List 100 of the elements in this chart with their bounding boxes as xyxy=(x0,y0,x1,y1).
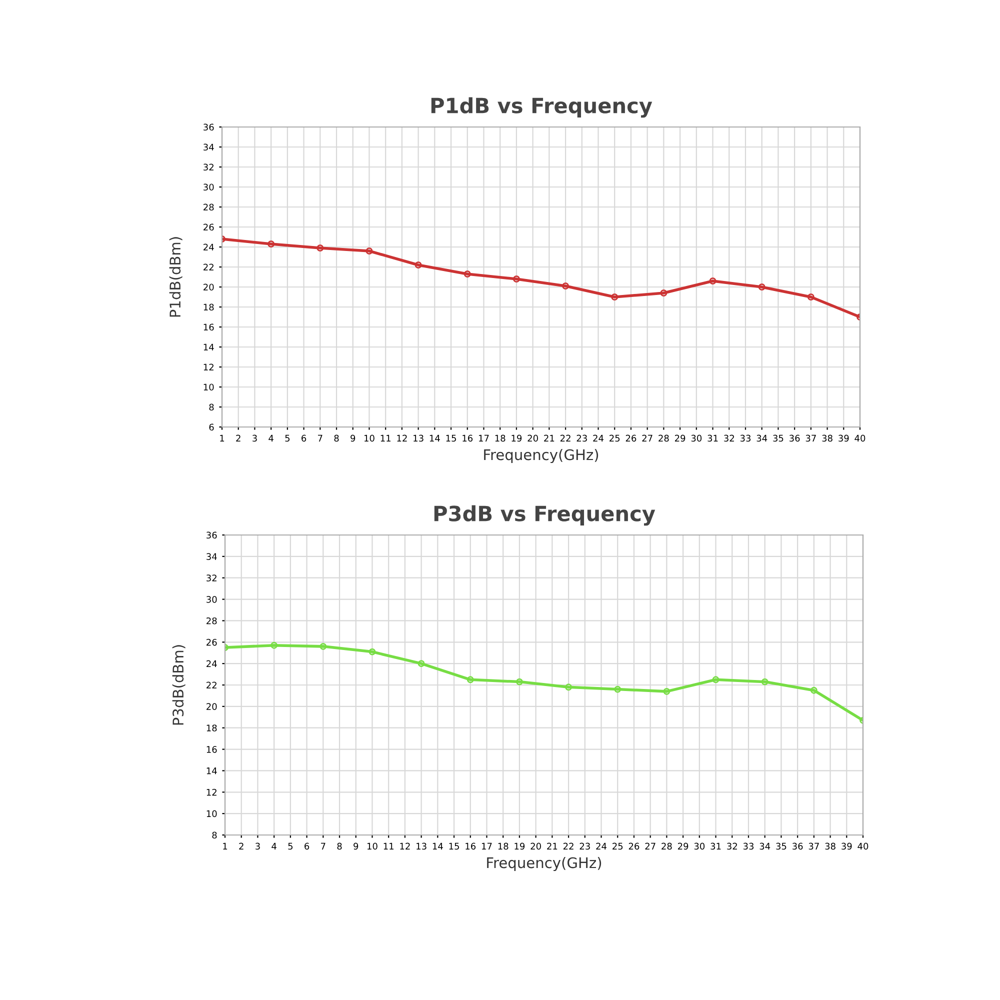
x-tick-label: 4 xyxy=(268,434,274,442)
y-tick-label: 10 xyxy=(206,810,217,818)
x-tick-label: 9 xyxy=(354,842,358,850)
x-tick-label: 23 xyxy=(580,842,590,850)
x-tick-label: 17 xyxy=(482,842,492,850)
y-tick-label: 10 xyxy=(204,384,214,391)
point xyxy=(565,684,572,691)
x-tick-label: 14 xyxy=(430,434,440,442)
x-tick-label: 24 xyxy=(596,842,606,850)
x-tick-label: 7 xyxy=(318,434,322,442)
x-tick-label: 18 xyxy=(498,842,508,850)
y-tick-label: 34 xyxy=(206,553,217,560)
line-series xyxy=(222,236,860,320)
point xyxy=(807,294,814,300)
point xyxy=(709,278,716,284)
point xyxy=(414,262,422,268)
x-tick-label: 22 xyxy=(563,842,574,850)
y-tick-label: 16 xyxy=(206,746,217,753)
x-tick-label: 10 xyxy=(364,434,374,442)
point xyxy=(614,686,622,693)
x-tick-label: 16 xyxy=(466,842,476,850)
x-tick-label: 1 xyxy=(220,434,224,442)
x-tick-label: 11 xyxy=(384,842,394,850)
x-tick-label: 29 xyxy=(674,434,686,442)
x-tick-label: 40 xyxy=(854,434,866,442)
x-tick-label: 12 xyxy=(400,842,410,850)
x-tick-label: 40 xyxy=(858,842,868,850)
y-tick-label: 24 xyxy=(206,660,217,667)
y-tick-label: 30 xyxy=(206,596,217,603)
point xyxy=(562,282,570,290)
y-tick-label: 36 xyxy=(204,124,214,131)
x-tick-label: 19 xyxy=(512,434,522,442)
x-tick-label: 13 xyxy=(416,842,426,850)
x-tick-label: 8 xyxy=(334,434,339,442)
x-tick-label: 4 xyxy=(272,842,276,850)
x-tick-label: 15 xyxy=(446,434,456,442)
x-tick-label: 29 xyxy=(678,842,688,850)
x-tick-label: 36 xyxy=(792,842,803,850)
x-tick-label: 38 xyxy=(822,434,832,442)
y-tick-label: 22 xyxy=(204,264,214,270)
y-tick-label: 34 xyxy=(204,144,214,151)
x-tick-label: 24 xyxy=(593,434,604,442)
x-tick-label: 20 xyxy=(530,842,541,850)
x-tick-label: 3 xyxy=(256,842,260,850)
x-tick-label: 19 xyxy=(514,842,525,850)
y-tick-label: 18 xyxy=(204,304,214,311)
y-tick-label: 20 xyxy=(204,284,214,291)
y-tick-label: 26 xyxy=(206,638,217,646)
x-tick-label: 8 xyxy=(337,842,342,850)
x-tick-label: 6 xyxy=(304,842,310,850)
y-tick-label: 30 xyxy=(204,184,214,191)
point xyxy=(270,642,278,649)
chart-title: P3dB vs Frequency xyxy=(434,505,656,526)
x-tick-label: 27 xyxy=(642,434,652,442)
x-tick-label: 30 xyxy=(691,434,702,442)
x-tick-label: 38 xyxy=(825,842,836,850)
x-tick-label: 1 xyxy=(223,842,228,850)
y-tick-label: 22 xyxy=(206,682,216,688)
point xyxy=(464,270,471,278)
x-tick-label: 31 xyxy=(708,434,718,442)
y-axis-title: P1dB(dBm) xyxy=(169,237,182,317)
x-tick-label: 25 xyxy=(610,434,620,442)
point xyxy=(268,240,275,248)
x-tick-label: 39 xyxy=(842,842,852,850)
y-tick-label: 14 xyxy=(204,344,214,350)
point xyxy=(712,676,720,684)
x-tick-label: 7 xyxy=(321,842,326,850)
y-tick-label: 8 xyxy=(212,832,217,839)
x-tick-label: 10 xyxy=(367,842,378,850)
x-tick-label: 5 xyxy=(285,434,290,442)
y-tick-label: 26 xyxy=(204,224,214,231)
point xyxy=(366,248,373,254)
point xyxy=(466,676,474,684)
point xyxy=(418,660,425,668)
x-tick-label: 20 xyxy=(528,434,538,442)
y-tick-label: 28 xyxy=(204,204,214,211)
x-tick-label: 32 xyxy=(727,842,737,850)
x-tick-label: 5 xyxy=(288,842,293,850)
x-tick-label: 12 xyxy=(397,434,407,442)
x-tick-label: 35 xyxy=(773,434,784,442)
y-tick-label: 12 xyxy=(204,364,214,370)
x-tick-label: 14 xyxy=(432,842,443,850)
y-tick-label: 36 xyxy=(206,532,217,539)
y-tick-label: 8 xyxy=(209,404,214,411)
x-tick-label: 6 xyxy=(302,434,306,442)
y-tick-label: 32 xyxy=(204,164,214,171)
x-tick-label: 21 xyxy=(544,434,554,442)
x-tick-label: 18 xyxy=(495,434,506,442)
x-tick-label: 9 xyxy=(350,434,356,442)
y-tick-label: 6 xyxy=(209,424,214,431)
x-tick-label: 17 xyxy=(478,434,489,442)
x-axis-title: Frequency(GHz) xyxy=(484,448,598,464)
x-tick-label: 33 xyxy=(743,842,754,850)
point xyxy=(320,642,327,650)
y-axis-title: P3dB(dBm) xyxy=(172,645,186,725)
x-tick-label: 31 xyxy=(710,842,721,850)
x-tick-label: 13 xyxy=(414,434,424,442)
x-tick-label: 37 xyxy=(808,842,819,850)
y-tick-label: 32 xyxy=(206,574,216,582)
x-tick-label: 2 xyxy=(236,434,240,442)
